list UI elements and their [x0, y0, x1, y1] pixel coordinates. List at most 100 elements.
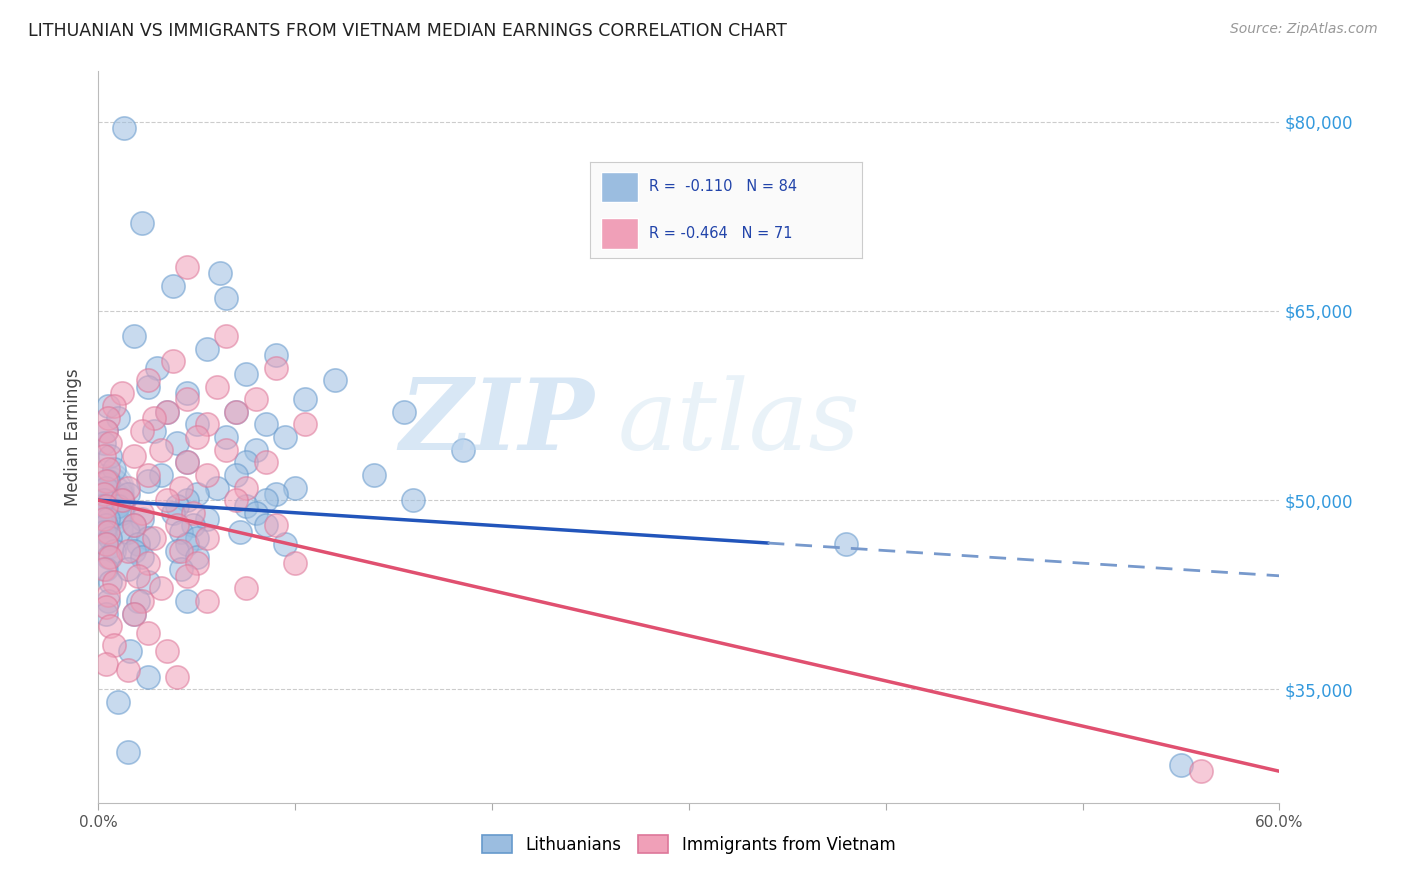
Point	[156, 405, 179, 419]
Point	[103, 461, 125, 475]
Point	[195, 342, 218, 356]
Text: atlas: atlas	[619, 375, 860, 470]
Point	[181, 506, 204, 520]
Point	[131, 216, 153, 230]
Point	[136, 474, 159, 488]
Point	[98, 549, 121, 564]
Point	[117, 481, 139, 495]
Point	[323, 373, 346, 387]
Point	[103, 399, 125, 413]
Point	[91, 487, 114, 501]
Point	[97, 411, 120, 425]
Point	[294, 392, 316, 407]
Point	[117, 487, 139, 501]
Point	[195, 417, 218, 432]
Point	[225, 405, 247, 419]
Point	[93, 483, 115, 497]
Point	[96, 424, 118, 438]
Point	[122, 449, 145, 463]
Point	[176, 493, 198, 508]
Point	[195, 594, 218, 608]
Point	[166, 436, 188, 450]
Point	[97, 588, 120, 602]
Point	[96, 657, 118, 671]
Point	[96, 562, 118, 576]
Point	[97, 524, 120, 539]
Point	[122, 543, 145, 558]
Point	[156, 405, 179, 419]
Point	[93, 449, 115, 463]
Point	[93, 487, 115, 501]
Point	[235, 481, 257, 495]
Point	[176, 537, 198, 551]
Point	[94, 500, 117, 515]
Point	[93, 562, 115, 576]
Point	[97, 594, 120, 608]
Point	[235, 582, 257, 596]
Point	[103, 575, 125, 590]
Point	[166, 518, 188, 533]
Point	[97, 399, 120, 413]
Point	[96, 424, 118, 438]
Point	[254, 417, 277, 432]
Point	[122, 607, 145, 621]
Point	[93, 506, 115, 520]
Point	[96, 537, 118, 551]
Point	[150, 442, 173, 457]
Point	[96, 500, 118, 514]
Point	[229, 524, 252, 539]
Point	[127, 569, 149, 583]
Point	[1170, 758, 1192, 772]
Text: ZIP: ZIP	[399, 375, 595, 471]
Point	[93, 512, 115, 526]
Point	[254, 493, 277, 508]
Point	[225, 493, 247, 508]
Point	[215, 430, 238, 444]
Point	[136, 556, 159, 570]
Point	[96, 607, 118, 621]
Point	[93, 436, 115, 450]
Point	[96, 481, 118, 495]
Point	[127, 594, 149, 608]
Point	[176, 392, 198, 407]
Point	[162, 278, 184, 293]
Point	[150, 467, 173, 482]
Point	[254, 518, 277, 533]
Point	[225, 405, 247, 419]
Point	[97, 461, 120, 475]
Text: LITHUANIAN VS IMMIGRANTS FROM VIETNAM MEDIAN EARNINGS CORRELATION CHART: LITHUANIAN VS IMMIGRANTS FROM VIETNAM ME…	[28, 22, 787, 40]
Point	[122, 518, 145, 533]
Point	[245, 442, 267, 457]
Point	[274, 430, 297, 444]
Point	[150, 582, 173, 596]
Point	[176, 569, 198, 583]
Point	[294, 417, 316, 432]
Point	[215, 442, 238, 457]
Point	[402, 493, 425, 508]
Point	[186, 487, 208, 501]
Point	[131, 594, 153, 608]
Point	[131, 549, 153, 564]
Point	[136, 467, 159, 482]
Point	[166, 670, 188, 684]
Point	[284, 481, 307, 495]
Point	[205, 481, 228, 495]
Point	[835, 537, 858, 551]
Point	[186, 531, 208, 545]
Point	[117, 543, 139, 558]
Bar	[600, 218, 638, 249]
Point	[176, 455, 198, 469]
Point	[97, 512, 120, 526]
Point	[215, 329, 238, 343]
Point	[136, 379, 159, 393]
Point	[98, 619, 121, 633]
Point	[98, 575, 121, 590]
Point	[111, 493, 134, 508]
Point	[195, 531, 218, 545]
Point	[93, 493, 115, 508]
Point	[170, 481, 193, 495]
Point	[363, 467, 385, 482]
Point	[274, 537, 297, 551]
Point	[245, 392, 267, 407]
Point	[181, 518, 204, 533]
